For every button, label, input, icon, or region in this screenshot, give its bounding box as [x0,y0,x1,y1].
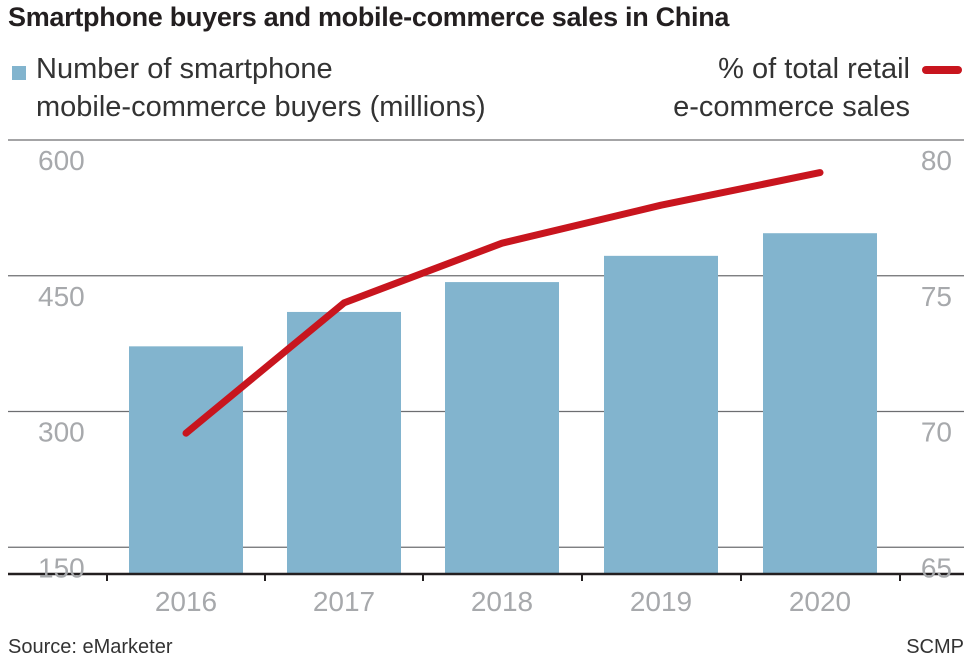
y-right-tick-label: 80 [921,145,952,176]
y-left-tick-label: 150 [38,552,85,583]
legend-bar-label: Number of smartphone mobile-commerce buy… [36,53,486,123]
bar-2016 [129,346,243,574]
legend-bar-swatch [12,66,26,80]
line-series [182,169,824,437]
legend-line-label: % of total retail e-commerce sales [673,53,910,123]
legend-line-swatch [922,66,962,74]
bar-2018 [445,282,559,574]
source-note: Source: eMarketer [8,636,173,658]
x-tick-label: 2018 [471,586,533,617]
bar-2017 [287,311,401,574]
credit-label: SCMP [906,636,964,658]
y-left-tick-label: 600 [38,145,85,176]
chart-plot: 600 80 450 75 300 70 150 65 2016 2017 2018 2019 2020 [8,139,964,617]
bars [129,233,877,574]
x-tick-label: 2017 [313,586,375,617]
x-axis [8,572,964,581]
y-left-tick-label: 300 [38,417,85,448]
line-percent-retail-sales [182,169,824,437]
y-left-tick-label: 450 [38,281,85,312]
y-right-tick-label: 65 [921,552,952,583]
y-right-tick-label: 75 [921,281,952,312]
x-tick-label: 2019 [630,586,692,617]
x-tick-label: 2016 [155,586,217,617]
y-right-tick-label: 70 [921,417,952,448]
tick-labels: 600 80 450 75 300 70 150 65 2016 2017 2018 2019 2020 [38,145,952,617]
chart-title: Smartphone buyers and mobile-commerce sa… [8,2,730,32]
bar-2020 [763,233,877,574]
x-tick-label: 2020 [789,586,851,617]
bar-2019 [604,255,718,574]
